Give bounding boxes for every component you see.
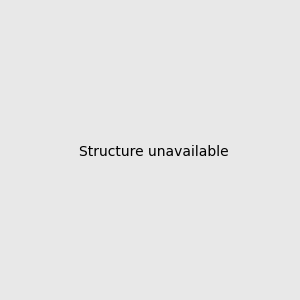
Text: Structure unavailable: Structure unavailable [79, 145, 229, 158]
